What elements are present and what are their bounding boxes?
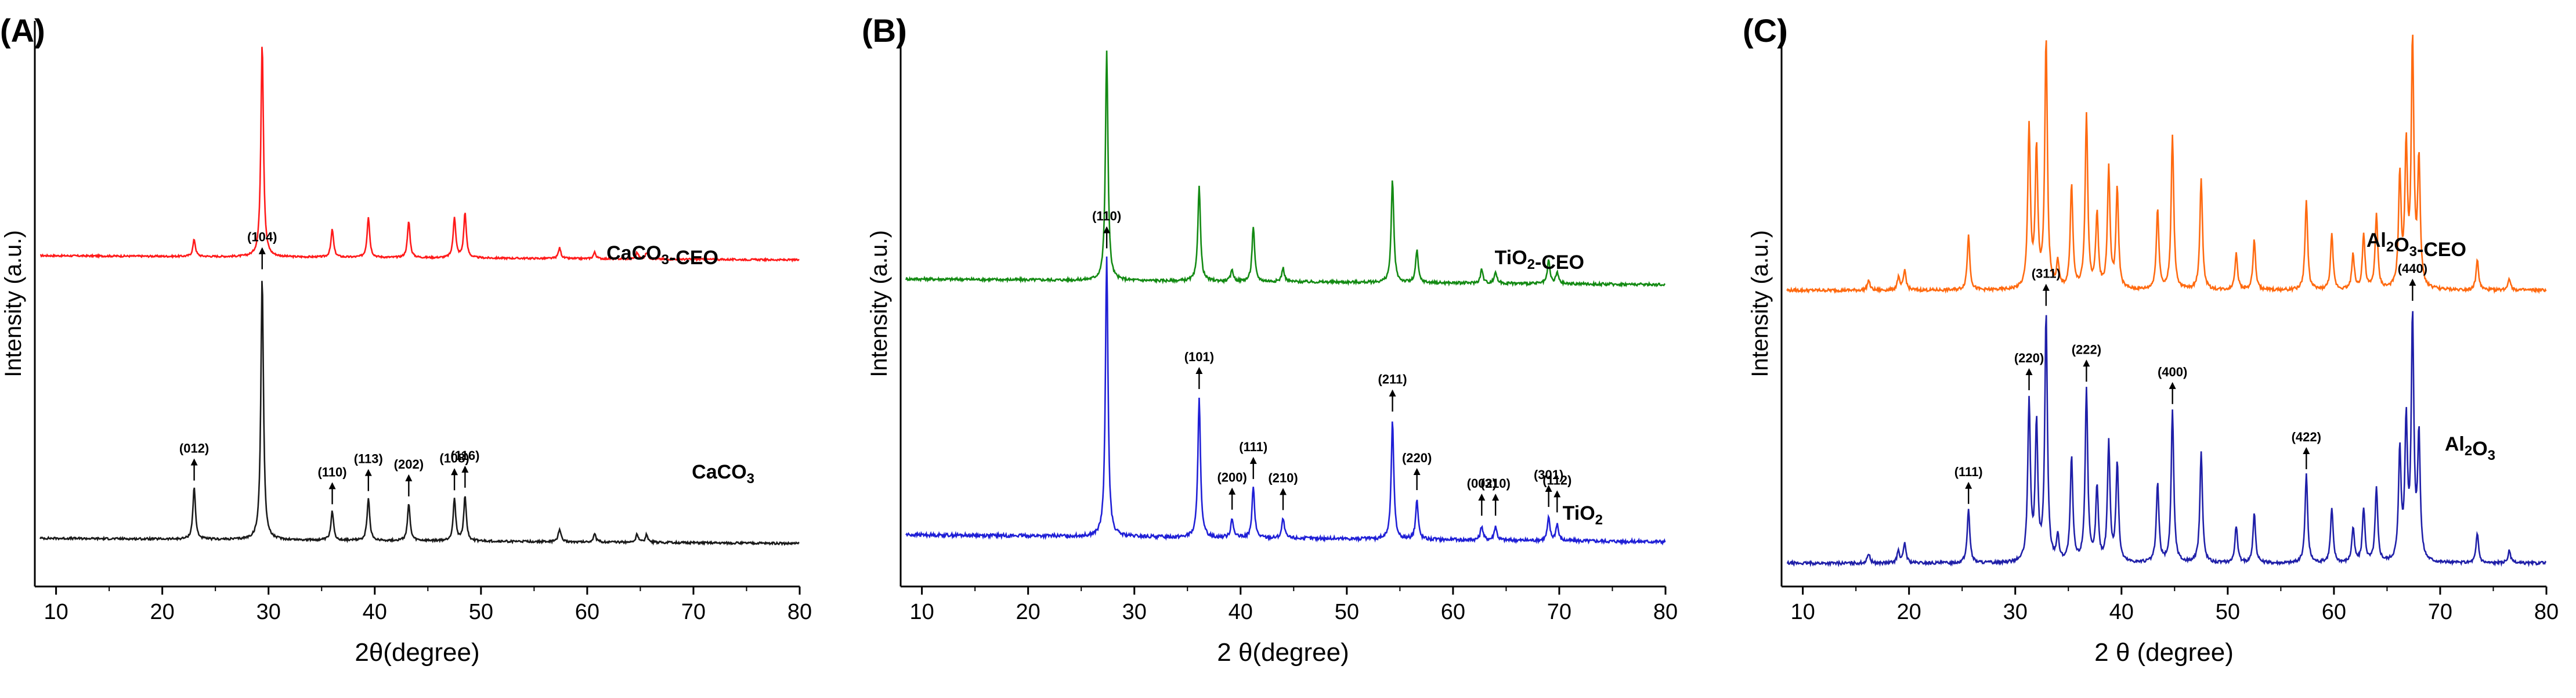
miller-index-label: (012) <box>179 441 209 456</box>
series-line <box>1786 34 2547 294</box>
miller-index-label: (111) <box>1954 465 1983 479</box>
miller-index-label: (104) <box>247 230 277 244</box>
annotation-arrowhead <box>1545 484 1552 492</box>
miller-index-label: (311) <box>2032 267 2061 281</box>
annotation-arrowhead <box>2042 283 2050 291</box>
y-axis-label: Intensity (a.u.) <box>1747 230 1773 377</box>
x-tick-label: 50 <box>1335 600 1359 624</box>
x-tick-label: 80 <box>2534 600 2559 624</box>
series-line <box>1786 311 2547 567</box>
x-tick-label: 10 <box>44 600 68 624</box>
annotation-arrowhead <box>2303 447 2310 454</box>
miller-index-label: (200) <box>1217 470 1247 485</box>
y-axis-label: Intensity (a.u.) <box>866 230 892 377</box>
miller-index-label: (222) <box>2072 342 2101 357</box>
x-tick-label: 20 <box>1016 600 1040 624</box>
annotation-arrowhead <box>1280 488 1287 495</box>
series-line <box>40 46 800 263</box>
x-axis-label: 2θ(degree) <box>355 638 479 667</box>
miller-index-label: (440) <box>2398 261 2427 276</box>
panel-label: (C) <box>1743 12 1788 49</box>
panel-a: (A) 10 20 30 40 50 60 70 80 2θ(degree) Intensity (… <box>0 12 812 667</box>
annotation-arrowhead <box>1478 494 1486 501</box>
x-axis-label: 2 θ(degree) <box>1217 638 1349 667</box>
x-tick-label: 80 <box>1653 600 1678 624</box>
annotation-arrowhead <box>1389 389 1396 397</box>
annotation-arrowhead <box>328 482 336 490</box>
x-tick-label: 50 <box>2216 600 2240 624</box>
panel-label: (B) <box>862 12 907 49</box>
miller-index-label: (113) <box>354 452 383 466</box>
miller-index-label: (101) <box>1184 350 1214 364</box>
series-line <box>905 51 1666 288</box>
x-tick-label: 30 <box>1122 600 1147 624</box>
annotation-arrowhead <box>1103 226 1111 233</box>
x-tick-label: 20 <box>150 600 175 624</box>
miller-index-label: (210) <box>1268 470 1298 485</box>
panel-label: (A) <box>0 12 45 49</box>
miller-index-label: (310) <box>1480 476 1510 491</box>
miller-index-label: (112) <box>1542 473 1571 487</box>
series-label: Al2O3 <box>2445 433 2495 463</box>
annotation-arrowhead <box>2169 382 2176 389</box>
annotation-arrowhead <box>258 247 266 254</box>
miller-index-label: (202) <box>394 457 424 472</box>
annotation-arrowhead <box>451 468 458 476</box>
x-tick-label: 40 <box>363 600 387 624</box>
x-axis-label: 2 θ (degree) <box>2094 638 2234 667</box>
miller-index-label: (211) <box>1378 372 1407 387</box>
x-tick-label: 30 <box>256 600 281 624</box>
series-label: TiO2-CEO <box>1495 247 1584 274</box>
series-label: Al2O3-CEO <box>2367 229 2466 261</box>
miller-index-label: (108) <box>439 451 469 465</box>
x-tick-label: 60 <box>2322 600 2346 624</box>
annotation-arrowhead <box>2083 359 2090 367</box>
x-tick-label: 10 <box>909 600 934 624</box>
annotation-arrowhead <box>1965 481 1972 489</box>
annotation-arrowhead <box>1413 467 1421 475</box>
x-tick-label: 70 <box>681 600 706 624</box>
x-tick-label: 70 <box>2428 600 2452 624</box>
annotation-arrowhead <box>2025 368 2033 375</box>
series-label: TiO2 <box>1563 502 1603 528</box>
x-tick-label: 40 <box>2109 600 2134 624</box>
annotation-arrowhead <box>1229 487 1236 495</box>
x-tick-label: 50 <box>469 600 493 624</box>
miller-index-label: (400) <box>2158 365 2187 379</box>
panel-b: (B) 10 20 30 40 50 60 70 80 2 θ(degree) Intensity … <box>862 12 1678 667</box>
miller-index-label: (110) <box>1092 209 1121 224</box>
miller-index-label: (002) <box>1467 476 1497 491</box>
miller-index-label: (422) <box>2292 430 2321 444</box>
annotation-arrowhead <box>190 458 198 466</box>
miller-index-label: (110) <box>317 465 346 479</box>
x-tick-label: 20 <box>1897 600 1921 624</box>
series-line <box>905 256 1666 546</box>
miller-index-label: (220) <box>2014 351 2044 365</box>
annotation-arrowhead <box>364 469 372 476</box>
annotation-arrowhead <box>1492 494 1500 501</box>
annotation-arrowhead <box>1553 490 1561 498</box>
annotation-arrowhead <box>1195 366 1203 374</box>
x-tick-label: 70 <box>1547 600 1571 624</box>
series-label: CaCO3-CEO <box>606 242 718 269</box>
annotation-arrowhead <box>461 465 469 473</box>
x-tick-label: 30 <box>2003 600 2028 624</box>
annotation-arrowhead <box>405 474 413 481</box>
miller-index-label: (116) <box>450 448 479 463</box>
x-tick-label: 80 <box>787 600 812 624</box>
x-tick-label: 60 <box>575 600 599 624</box>
x-tick-label: 40 <box>1229 600 1253 624</box>
panel-c: (C) 10 20 30 40 50 60 70 80 2 θ (degree) Intensity… <box>1743 12 2559 667</box>
miller-index-label: (220) <box>1402 451 1432 465</box>
series-label: CaCO3 <box>692 461 754 487</box>
miller-index-label: (111) <box>1239 440 1267 454</box>
x-tick-label: 60 <box>1441 600 1465 624</box>
series-line <box>39 280 800 546</box>
x-tick-label: 10 <box>1790 600 1815 624</box>
annotation-arrowhead <box>2409 279 2416 286</box>
annotation-arrowhead <box>1249 456 1257 464</box>
y-axis-label: Intensity (a.u.) <box>1 230 26 377</box>
miller-index-label: (301) <box>1534 467 1563 482</box>
